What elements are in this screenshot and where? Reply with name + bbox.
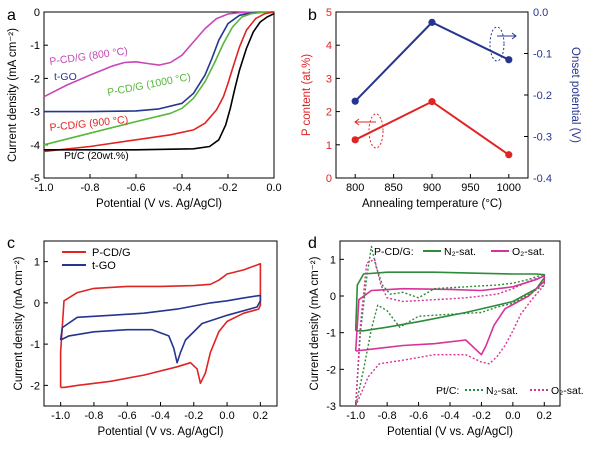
x-axis-label: Potential (V vs. Ag/AgCl): [96, 198, 222, 210]
series-line-1: [44, 11, 275, 113]
x-tick-label: 950: [461, 182, 479, 194]
y-tick-label: 4: [326, 40, 332, 52]
x-axis-label: Annealing temperature (°C): [362, 198, 502, 210]
x-tick-label: -0.6: [118, 410, 137, 422]
y-tick-label: -1: [326, 328, 336, 340]
x-tick-label: 850: [384, 182, 402, 194]
y-axis-label: Current density (mA cm⁻²): [309, 256, 321, 390]
x-tick-label: -0.8: [81, 182, 100, 194]
y-axis-label: Current density (mA cm⁻²): [13, 256, 25, 390]
y-right-axis-label: Onset potential (V): [569, 47, 581, 143]
series-line-1: [59, 294, 262, 364]
x-tick-label: -0.2: [472, 410, 491, 422]
data-point: [428, 18, 436, 26]
x-tick-label: 0.0: [505, 410, 520, 422]
x-axis-label: Potential (V vs. Ag/AgCl): [98, 426, 224, 438]
data-point: [351, 97, 359, 105]
x-tick-label: -0.4: [441, 410, 460, 422]
x-tick-label: -1.0: [35, 182, 54, 194]
panel-letter-d: d: [308, 235, 317, 252]
legend-label: t-GO: [92, 260, 116, 272]
y-tick-label: -4: [30, 140, 40, 152]
panel-letter-a: a: [7, 7, 16, 24]
legend-label: O₂-sat.: [551, 385, 584, 397]
y-tick-label: -2: [326, 364, 336, 376]
y-tick-label: 1: [34, 257, 40, 269]
y-tick-label: -3: [326, 401, 336, 413]
y-tick-label: 0: [330, 291, 336, 303]
y-tick-label: 1: [330, 254, 336, 266]
y-tick-label: -1: [30, 339, 40, 351]
legend-label: O₂-sat.: [512, 246, 545, 258]
panel-d: -1.0 -0.8 -0.6 -0.4 -0.2 0.0 0.2 -3 -2 -1 0 1 Potent…: [309, 240, 584, 438]
data-point: [428, 98, 436, 106]
data-point: [351, 136, 359, 144]
y-tick-label: -2: [30, 73, 40, 85]
y-tick-label: -2: [30, 380, 40, 392]
x-tick-label: -0.4: [151, 410, 170, 422]
x-tick-label: -0.2: [219, 182, 238, 194]
y-axis-label: P content (at.%): [301, 54, 313, 136]
x-tick-label: -1.0: [346, 410, 365, 422]
y-tick-label: 0: [326, 173, 332, 185]
series-line-0: [43, 11, 274, 98]
legend-label: N₂-sat.: [444, 246, 476, 258]
y-right-tick-label: -0.2: [533, 90, 552, 102]
series-line-2: [43, 11, 275, 146]
y-tick-label: 0: [34, 298, 40, 310]
y-axis-label: Current density (mA cm⁻²): [7, 28, 19, 162]
legend-label: N₂-sat.: [486, 385, 518, 397]
x-tick-label: 1000: [497, 182, 521, 194]
x-tick-label: 0.2: [537, 410, 552, 422]
y-tick-label: -1: [30, 40, 40, 52]
data-point: [505, 151, 513, 159]
panel-letter-b: b: [308, 7, 317, 24]
curve-label: Pt/C (20wt.%): [64, 150, 129, 162]
y-right-tick-label: -0.1: [533, 49, 552, 61]
x-tick-label: -1.0: [51, 410, 70, 422]
panel-letter-c: c: [7, 235, 15, 252]
y-tick-label: 0: [34, 7, 40, 19]
y-tick-label: -3: [30, 107, 40, 119]
series-line-0: [59, 262, 262, 389]
y-tick-label: 3: [326, 73, 332, 85]
left-arrow-icon: [354, 118, 376, 126]
panel-b: 800 850 900 950 1000 0 1 2 3 4 5 Annealing temperat…: [301, 7, 581, 210]
x-tick-label: -0.8: [84, 410, 103, 422]
chart-panels: a b c d -1.0 -0.8 -0.6 -0.4 -0.2 0.0 -5 -4 -3 -2 -1 0 Po…: [7, 7, 584, 438]
y-right-tick-label: 0.0: [533, 7, 548, 19]
panel-c: -1.0 -0.8 -0.6 -0.4 -0.2 0.0 0.2 -2 -1 0 1 Potentia…: [13, 240, 278, 438]
right-axis-indicator-ellipse: [489, 26, 505, 62]
y-right-tick-label: -0.4: [533, 173, 552, 185]
plot-frame: [43, 11, 275, 179]
legend-row-label: Pt/C:: [436, 385, 459, 397]
x-tick-label: 0.2: [253, 410, 268, 422]
series-line-3: [43, 11, 275, 153]
x-axis-label: Potential (V vs. Ag/AgCl): [387, 426, 513, 438]
x-tick-label: -0.8: [378, 410, 397, 422]
y-tick-label: 2: [326, 107, 332, 119]
left-axis-indicator-ellipse: [368, 113, 384, 149]
x-tick-label: 900: [423, 182, 441, 194]
y-tick-label: -5: [30, 173, 40, 185]
series-line-4: [44, 12, 275, 151]
x-tick-label: -0.6: [127, 182, 146, 194]
x-tick-label: -0.4: [173, 182, 192, 194]
curve-label: t-GO: [54, 71, 77, 83]
legend-row-label: P-CD/G:: [374, 246, 414, 258]
series-line-3: [355, 258, 545, 407]
x-tick-label: 0.0: [219, 410, 234, 422]
data-point: [505, 56, 513, 64]
y-tick-label: 1: [326, 140, 332, 152]
series-line-1: [354, 275, 546, 356]
x-tick-label: -0.2: [184, 410, 203, 422]
legend-label: P-CD/G: [92, 247, 131, 259]
right-arrow-icon: [497, 32, 517, 40]
x-tick-label: 0.0: [266, 182, 281, 194]
x-tick-label: -0.6: [409, 410, 428, 422]
x-tick-label: 800: [346, 182, 364, 194]
y-right-tick-label: -0.3: [533, 132, 552, 144]
y-tick-label: 5: [326, 7, 332, 19]
